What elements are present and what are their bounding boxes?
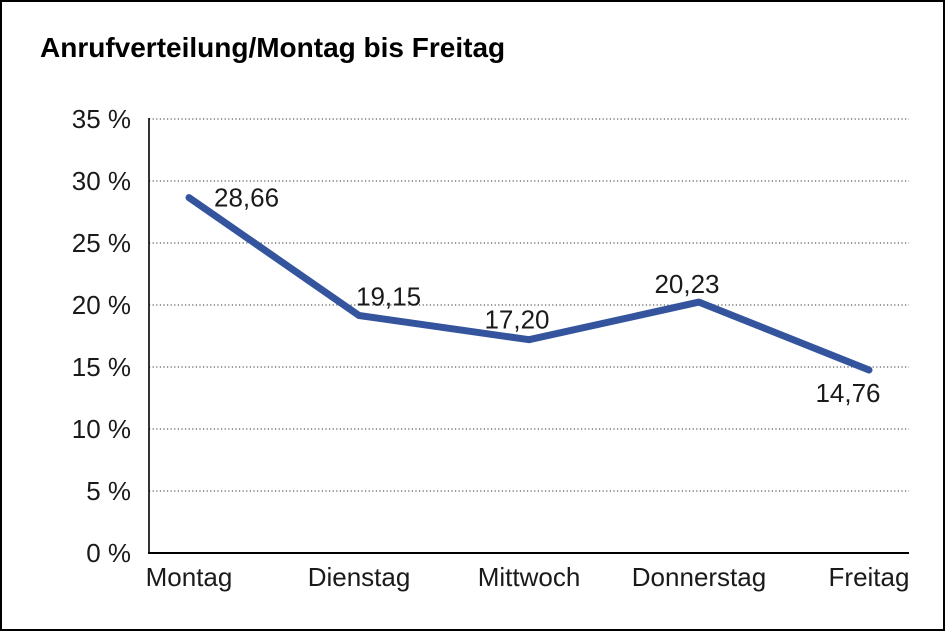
x-label-mittwoch: Mittwoch	[478, 562, 581, 592]
x-label-donnerstag: Donnerstag	[632, 562, 766, 592]
x-label-dienstag: Dienstag	[308, 562, 411, 592]
data-label-dienstag: 19,15	[356, 282, 421, 312]
y-tick-label-35: 35 %	[72, 104, 131, 134]
y-tick-label-5: 5 %	[86, 476, 131, 506]
y-tick-label-10: 10 %	[72, 414, 131, 444]
y-tick-label-15: 15 %	[72, 352, 131, 382]
data-label-mittwoch: 17,20	[484, 305, 549, 335]
x-label-montag: Montag	[146, 562, 233, 592]
chart-title: Anrufverteilung/Montag bis Freitag	[40, 32, 506, 63]
y-tick-label-0: 0 %	[86, 538, 131, 568]
y-tick-label-25: 25 %	[72, 228, 131, 258]
y-tick-label-20: 20 %	[72, 290, 131, 320]
series-line-anrufverteilung	[185, 194, 873, 374]
x-label-freitag: Freitag	[829, 562, 910, 592]
data-label-donnerstag: 20,23	[654, 269, 719, 299]
data-label-freitag: 14,76	[815, 378, 880, 408]
data-label-montag: 28,66	[214, 183, 279, 213]
y-tick-label-30: 30 %	[72, 166, 131, 196]
